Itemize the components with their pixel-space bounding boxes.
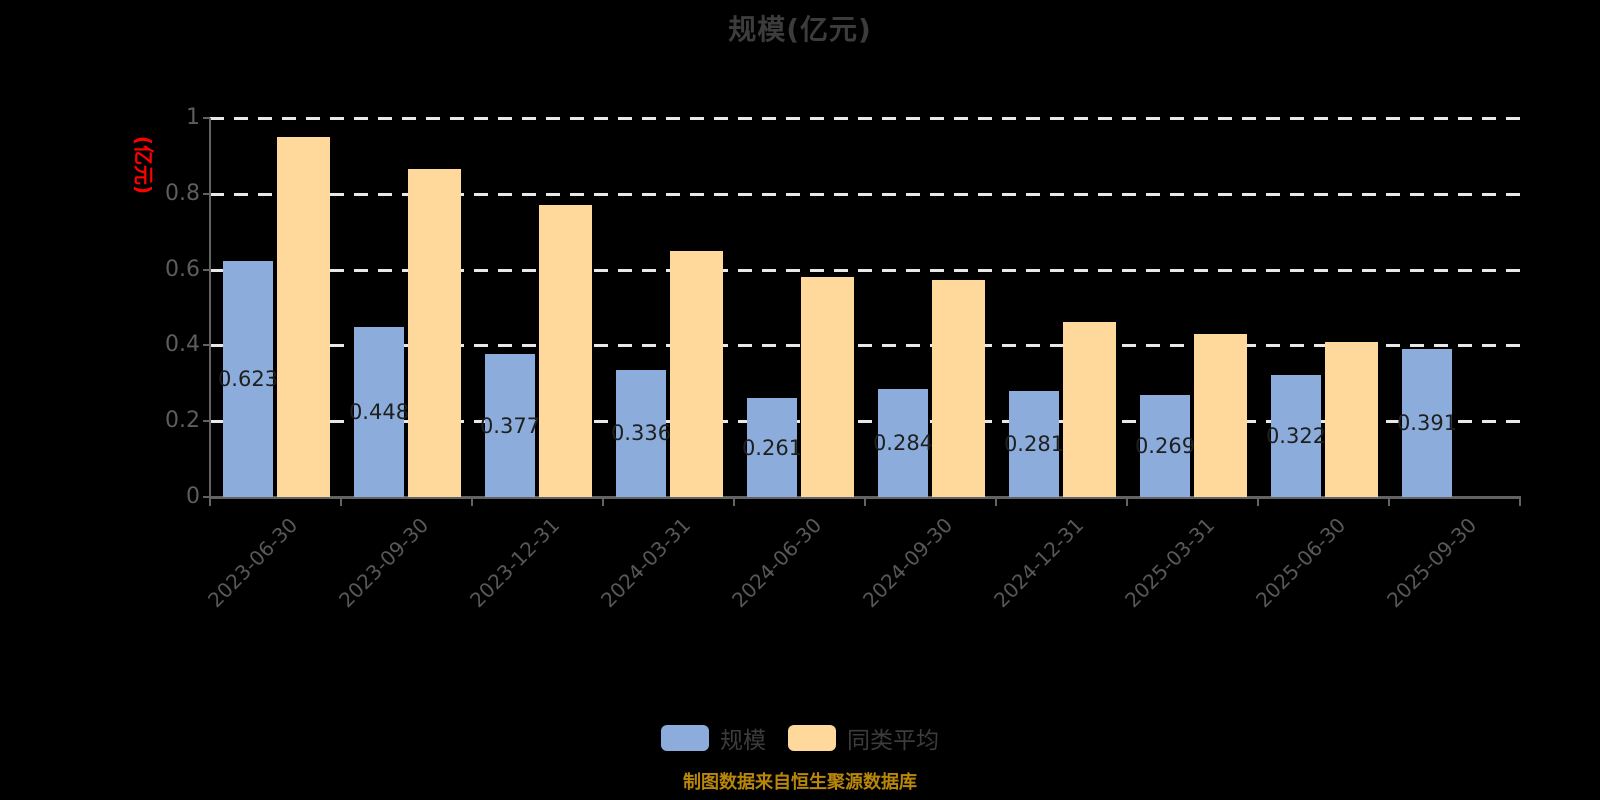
legend-label-scale: 规模: [720, 728, 766, 754]
y-axis-tick-label: 1: [186, 105, 200, 130]
scale-bar: [747, 398, 797, 497]
gridline: [210, 344, 1520, 348]
y-axis-tick: [203, 192, 210, 195]
x-axis-tick: [733, 499, 735, 506]
scale-bar: [1009, 390, 1059, 497]
bar-value-label: 0.322: [1265, 423, 1327, 448]
x-axis-tick: [864, 499, 866, 506]
bar-value-label: 0.269: [1134, 434, 1196, 459]
y-axis-tick: [203, 268, 210, 271]
x-axis-tick: [1388, 499, 1390, 506]
legend-label-peer-average: 同类平均: [847, 728, 939, 754]
peer-average-bar: [1194, 334, 1247, 497]
y-axis-tick-label: 0.8: [165, 180, 200, 206]
chart-title: 规模(亿元): [728, 13, 872, 46]
x-axis-label: 2023-12-31: [465, 513, 565, 613]
x-axis-line: [209, 496, 1521, 499]
peer-average-bar: [277, 136, 330, 497]
peer-average-series-swatch: [788, 725, 836, 751]
peer-average-bar: [539, 205, 592, 497]
scale-bar: [354, 327, 404, 497]
x-axis-label: 2025-03-31: [1120, 513, 1220, 613]
legend-item-scale[interactable]: 规模: [661, 721, 766, 755]
x-axis-tick: [209, 499, 211, 506]
bar-value-label: 0.623: [217, 366, 279, 391]
y-axis-tick: [203, 496, 210, 498]
peer-average-bar: [1063, 321, 1116, 497]
peer-average-bar: [1325, 341, 1378, 497]
x-axis-tick: [1126, 499, 1128, 506]
y-axis-tick-label: 0.4: [165, 332, 200, 358]
scale-bar: [223, 260, 273, 497]
bar-value-label: 0.448: [348, 400, 410, 425]
x-axis-label: 2024-09-30: [858, 513, 958, 613]
x-axis-label: 2025-06-30: [1251, 513, 1351, 613]
x-axis-label: 2023-06-30: [203, 513, 303, 613]
data-source-note: 制图数据来自恒生聚源数据库: [683, 772, 917, 793]
peer-average-bar: [801, 277, 854, 497]
gridline: [210, 268, 1520, 272]
x-axis-tick: [602, 499, 604, 506]
scale-bar: [878, 389, 928, 497]
scale-series-swatch: [661, 725, 709, 751]
y-axis-tick: [203, 117, 210, 119]
x-axis-label: 2024-12-31: [989, 513, 1089, 613]
x-axis-tick: [471, 499, 473, 506]
x-axis-label: 2023-09-30: [334, 513, 434, 613]
peer-average-bar: [408, 169, 461, 497]
y-axis-tick: [203, 344, 210, 347]
scale-bar: [1140, 395, 1190, 497]
y-axis-tick-label: 0.6: [165, 256, 200, 282]
y-axis-tick-label: 0: [186, 484, 200, 509]
legend: 规模 同类平均: [0, 721, 1600, 755]
x-axis-label: 2024-03-31: [596, 513, 696, 613]
x-axis-tick: [995, 499, 997, 506]
gridline: [210, 192, 1520, 196]
bar-value-label: 0.336: [610, 421, 672, 446]
scale-bar: [616, 369, 666, 497]
y-axis-tick: [203, 420, 210, 423]
x-axis-label: 2024-06-30: [727, 513, 827, 613]
scale-bar: [1271, 374, 1321, 497]
bar-value-label: 0.377: [479, 413, 541, 438]
gridline: [210, 117, 1520, 120]
x-axis-label: 2025-09-30: [1382, 513, 1482, 613]
y-axis-line: [209, 118, 211, 497]
y-axis-tick-label: 0.2: [165, 408, 200, 434]
scale-bar: [1402, 348, 1452, 497]
peer-average-bar: [670, 250, 723, 497]
x-axis-tick: [1519, 499, 1521, 506]
x-axis-tick: [340, 499, 342, 506]
bar-value-label: 0.284: [872, 431, 934, 456]
peer-average-bar: [932, 279, 985, 497]
scale-bar: [485, 354, 535, 497]
bar-value-label: 0.391: [1396, 410, 1458, 435]
bar-value-label: 0.281: [1003, 431, 1065, 456]
bar-value-label: 0.261: [741, 435, 803, 460]
gridline: [210, 420, 1520, 424]
x-axis-tick: [1257, 499, 1259, 506]
legend-item-peer-average[interactable]: 同类平均: [788, 721, 939, 755]
